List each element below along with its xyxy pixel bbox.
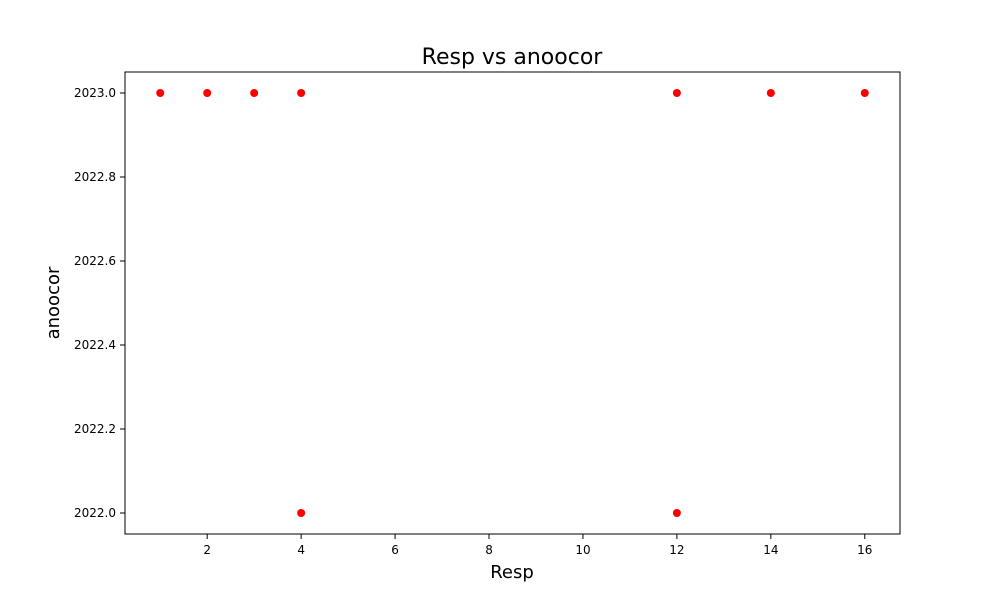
x-axis-label: Resp <box>490 562 534 583</box>
data-point <box>250 89 259 97</box>
x-tick-label: 16 <box>857 543 872 557</box>
x-tick-label: 6 <box>391 543 399 557</box>
data-point <box>297 89 306 97</box>
y-tick-label: 2022.4 <box>74 338 116 352</box>
y-axis: 2022.0 2022.2 2022.4 2022.6 2022.8 2023.0 <box>74 86 125 520</box>
x-tick-label: 14 <box>763 543 778 557</box>
data-point <box>297 509 306 517</box>
y-tick-label: 2023.0 <box>74 86 116 100</box>
data-point <box>672 89 681 97</box>
x-tick-label: 2 <box>203 543 211 557</box>
points-layer <box>156 89 869 517</box>
x-tick-label: 12 <box>669 543 684 557</box>
data-point <box>766 89 775 97</box>
y-axis-label: anoocor <box>43 266 64 339</box>
x-tick-label: 10 <box>575 543 590 557</box>
x-tick-label: 4 <box>297 543 305 557</box>
plot-frame <box>124 71 901 535</box>
data-point <box>156 89 165 97</box>
y-tick-label: 2022.2 <box>74 422 116 436</box>
data-point <box>672 509 681 517</box>
data-point <box>860 89 869 97</box>
y-tick-label: 2022.0 <box>74 506 116 520</box>
data-point <box>203 89 212 97</box>
x-tick-label: 8 <box>485 543 493 557</box>
y-tick-label: 2022.6 <box>74 254 116 268</box>
chart-title: Resp vs anoocor <box>422 45 604 70</box>
y-tick-label: 2022.8 <box>74 170 116 184</box>
x-axis: 2 4 6 8 10 12 14 16 <box>203 534 872 557</box>
